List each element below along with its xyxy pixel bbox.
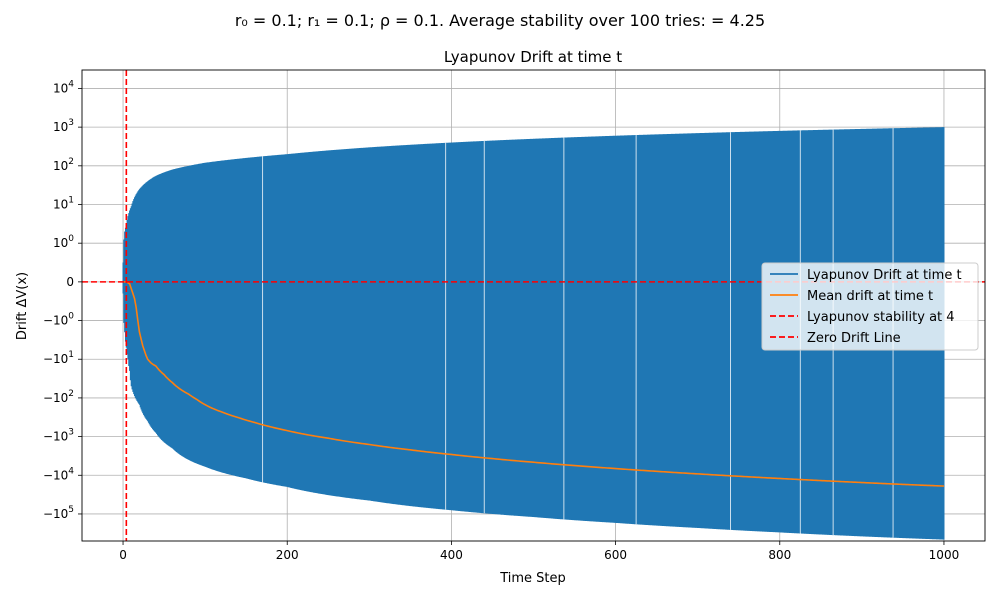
legend-label-drift: Lyapunov Drift at time t	[807, 268, 962, 283]
y-tick-label: 0	[66, 275, 74, 289]
y-tick-label: −104	[43, 466, 74, 482]
legend-label-stability: Lyapunov stability at 4	[807, 310, 955, 325]
figure-suptitle: r₀ = 0.1; r₁ = 0.1; ρ = 0.1. Average sta…	[235, 11, 765, 30]
y-tick-label: −105	[43, 505, 74, 521]
y-tick-label: −102	[43, 389, 74, 405]
legend-label-mean: Mean drift at time t	[807, 289, 933, 304]
x-tick-label: 1000	[929, 548, 960, 562]
y-tick-label: −101	[43, 350, 74, 366]
mean-series	[123, 281, 944, 487]
x-axis-label: Time Step	[499, 571, 566, 586]
mean-drift-line	[123, 281, 944, 487]
chart-title: Lyapunov Drift at time t	[444, 48, 622, 66]
x-tick-label: 400	[440, 548, 463, 562]
x-tick-label: 800	[768, 548, 791, 562]
legend: Lyapunov Drift at time t Mean drift at t…	[761, 262, 979, 351]
legend-box	[761, 262, 979, 351]
y-axis-label: Drift ΔV(x)	[15, 272, 30, 340]
x-tick-label: 0	[119, 548, 127, 562]
legend-label-zero: Zero Drift Line	[807, 331, 901, 346]
x-axis-ticks: 0 200 400 600 800 1000	[119, 541, 959, 562]
x-tick-label: 600	[604, 548, 627, 562]
x-tick-label: 200	[276, 548, 299, 562]
y-tick-label: −100	[43, 312, 74, 328]
plot-frame	[81, 69, 986, 542]
y-tick-label: −103	[43, 428, 74, 444]
